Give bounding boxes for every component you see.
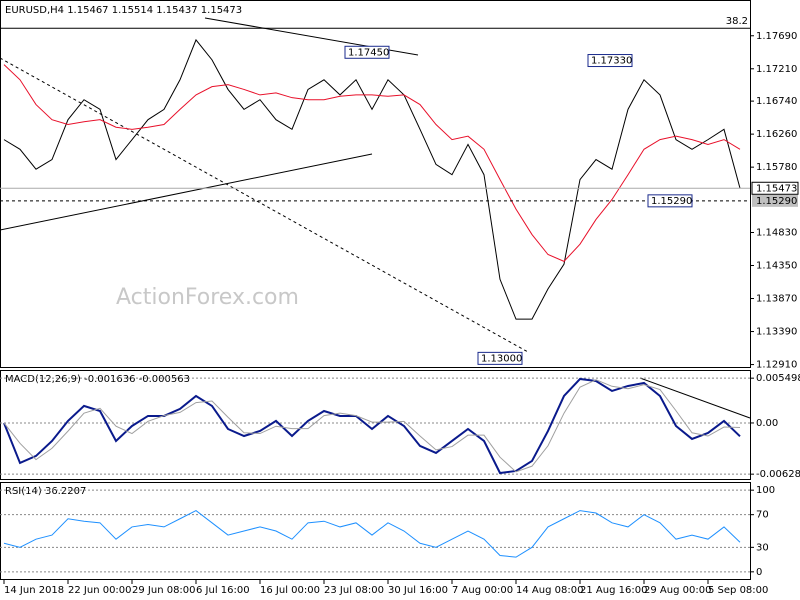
watermark: ActionForex.com xyxy=(116,285,299,310)
current-price-label: 1.15473 xyxy=(756,183,797,194)
series-line xyxy=(3,64,741,262)
y-tick-label: 1.12910 xyxy=(756,360,797,371)
macd-frame xyxy=(0,370,751,480)
x-tick-label: 21 Aug 16:00 xyxy=(580,585,647,596)
level-label: 1.15290 xyxy=(756,196,797,207)
y-tick-label: 1.14350 xyxy=(756,261,797,272)
x-tick-label: 6 Jul 16:00 xyxy=(196,585,250,596)
series-line xyxy=(3,379,741,473)
y-tick-label: 0.00 xyxy=(756,418,778,429)
macd-trendline xyxy=(639,377,751,419)
channel-trendline xyxy=(0,57,529,353)
y-tick-label: 1.16260 xyxy=(756,129,797,140)
x-tick-label: 22 Jun 00:00 xyxy=(68,585,132,596)
y-tick-label: 1.17690 xyxy=(756,31,797,42)
x-tick-label: 30 Jul 16:00 xyxy=(388,585,448,596)
y-tick-label: 1.17210 xyxy=(756,64,797,75)
annotation-box xyxy=(344,45,390,59)
main-frame xyxy=(0,0,751,368)
annotation-label: 1.13000 xyxy=(481,353,522,364)
rsi-title: RSI(14) 36.2207 xyxy=(5,486,86,497)
x-tick-label: 14 Jun 2018 xyxy=(4,585,64,596)
annotation-box xyxy=(587,54,633,68)
level-label-box xyxy=(752,194,798,207)
y-tick-label: 0 xyxy=(756,567,762,578)
y-tick-label: 1.13390 xyxy=(756,327,797,338)
annotation-box xyxy=(647,194,693,208)
chart-title: EURUSD,H4 1.15467 1.15514 1.15437 1.1547… xyxy=(5,5,242,16)
macd-title: MACD(12,26,9) -0.001636 -0.000563 xyxy=(5,374,190,385)
y-tick-label: 1.16740 xyxy=(756,96,797,107)
x-tick-label: 5 Sep 08:00 xyxy=(708,585,768,596)
y-tick-label: 1.14830 xyxy=(756,227,797,238)
x-tick-label: 29 Aug 00:00 xyxy=(644,585,711,596)
fib-label: 38.2 xyxy=(726,16,748,27)
y-tick-label: 70 xyxy=(756,510,769,521)
y-tick-label: 1.13870 xyxy=(756,294,797,305)
y-tick-label: 0.005498 xyxy=(756,373,800,384)
annotation-label: 1.15290 xyxy=(651,196,692,207)
x-tick-label: 16 Jul 00:00 xyxy=(260,585,320,596)
y-tick-label: 30 xyxy=(756,542,769,553)
series-line xyxy=(3,509,741,558)
support-trendline xyxy=(0,153,373,231)
rsi-frame xyxy=(0,482,751,580)
annotation-box xyxy=(477,351,523,365)
series-line xyxy=(3,38,741,320)
x-tick-label: 7 Aug 00:00 xyxy=(452,585,513,596)
current-price-box xyxy=(751,181,799,195)
annotation-label: 1.17450 xyxy=(348,47,389,58)
x-tick-label: 23 Jul 08:00 xyxy=(324,585,384,596)
y-tick-label: -0.006283 xyxy=(756,469,800,480)
x-tick-label: 14 Aug 08:00 xyxy=(516,585,583,596)
y-tick-label: 100 xyxy=(756,485,775,496)
series-line xyxy=(3,377,741,475)
y-tick-label: 1.15780 xyxy=(756,162,797,173)
x-tick-label: 29 Jun 08:00 xyxy=(132,585,196,596)
annotation-label: 1.17330 xyxy=(591,56,632,67)
